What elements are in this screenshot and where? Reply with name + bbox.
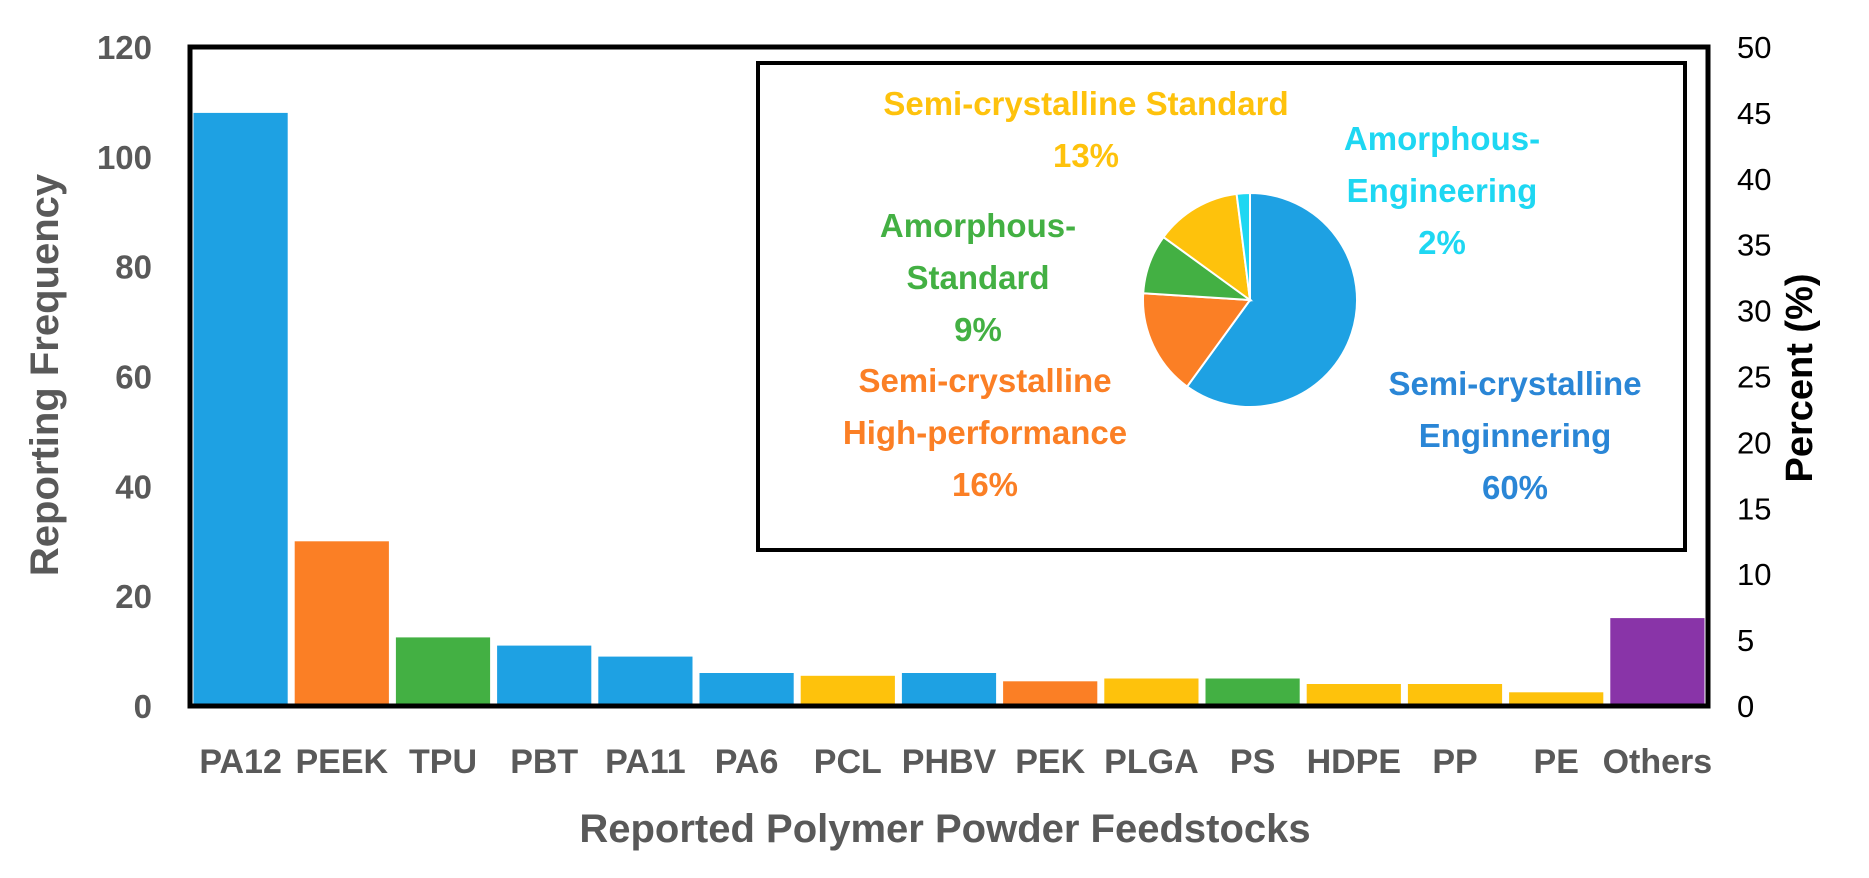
x-tick-label: HDPE bbox=[1307, 743, 1401, 781]
x-tick-label: PE bbox=[1534, 743, 1579, 781]
y-tick-label: 80 bbox=[115, 249, 152, 286]
plot-border bbox=[187, 44, 1711, 709]
bar-pa11 bbox=[598, 656, 693, 706]
y2-axis-ticks: 0 5 10 15 20 25 30 35 40 45 50 bbox=[1737, 30, 1771, 724]
bar-ps bbox=[1205, 678, 1300, 706]
y-tick-label: 100 bbox=[97, 139, 152, 176]
y-tick-label: 0 bbox=[134, 688, 152, 725]
x-tick-label: PA11 bbox=[605, 743, 686, 781]
bar-pa12 bbox=[193, 112, 288, 706]
y2-tick-label: 10 bbox=[1737, 557, 1771, 592]
bar-pcl bbox=[800, 675, 895, 706]
y2-tick-label: 45 bbox=[1737, 96, 1771, 131]
pie-slice bbox=[1235, 191, 1251, 301]
pie-inset: Semi-crystalline Enginnering 60% Semi-cryst… bbox=[756, 61, 1687, 552]
pie-label: Engineering bbox=[1347, 172, 1538, 209]
pie-label: Amorphous- bbox=[880, 207, 1076, 244]
y2-tick-label: 25 bbox=[1737, 360, 1771, 395]
bar-pbt bbox=[497, 645, 592, 706]
bar-phbv bbox=[901, 673, 997, 706]
bar-pp bbox=[1407, 684, 1503, 706]
x-axis-title: Reported Polymer Powder Feedstocks bbox=[579, 807, 1310, 851]
plot-frame bbox=[187, 44, 1711, 709]
y2-tick-label: 20 bbox=[1737, 425, 1771, 460]
y2-axis-title: Percent (%) bbox=[1779, 273, 1821, 482]
y-tick-label: 40 bbox=[115, 468, 152, 505]
x-tick-label: PBT bbox=[510, 743, 578, 781]
x-tick-label: PP bbox=[1432, 743, 1477, 781]
pie-slice bbox=[1142, 292, 1252, 388]
bar-hdpe bbox=[1306, 684, 1401, 706]
pie-label: Semi-crystalline Standard bbox=[883, 85, 1288, 122]
y-axis-title: Reporting Frequency bbox=[23, 173, 67, 576]
pie-label: 13% bbox=[1053, 137, 1119, 174]
pie-label: Semi-crystalline bbox=[858, 362, 1111, 399]
pie-label: Semi-crystalline bbox=[1388, 365, 1641, 402]
x-tick-label: PEK bbox=[1015, 743, 1085, 781]
pie-label: 16% bbox=[952, 466, 1018, 503]
bar-plga bbox=[1104, 678, 1199, 706]
x-tick-label: PCL bbox=[814, 743, 882, 781]
bar-peek bbox=[294, 541, 389, 707]
y2-tick-label: 30 bbox=[1737, 294, 1771, 329]
y-axis-ticks: 0 20 40 60 80 100 120 bbox=[97, 29, 152, 725]
bar-pa6 bbox=[699, 673, 794, 706]
y2-tick-label: 5 bbox=[1737, 623, 1754, 658]
bars-group bbox=[193, 112, 1705, 707]
pie-label: 2% bbox=[1418, 224, 1466, 261]
pie-label: 9% bbox=[954, 311, 1002, 348]
x-tick-label: Others bbox=[1603, 743, 1713, 781]
pie-slice bbox=[1185, 191, 1358, 408]
pie-label: High-performance bbox=[843, 414, 1127, 451]
x-tick-label: PLGA bbox=[1104, 743, 1198, 781]
x-tick-label: PEEK bbox=[296, 743, 389, 781]
y2-tick-label: 15 bbox=[1737, 491, 1771, 526]
y2-tick-label: 50 bbox=[1737, 30, 1771, 65]
x-axis-labels: PA12 PEEK TPU PBT PA11 PA6 PCL PHBV PEK PLGA PS HDP… bbox=[199, 743, 1712, 781]
pie-label: Amorphous- bbox=[1344, 120, 1540, 157]
y-tick-label: 60 bbox=[115, 359, 152, 396]
pie-label: Enginnering bbox=[1419, 417, 1612, 454]
bar-tpu bbox=[395, 637, 491, 706]
pie-label: Standard bbox=[906, 259, 1049, 296]
x-tick-label: PHBV bbox=[902, 743, 997, 781]
y-tick-label: 20 bbox=[115, 578, 152, 615]
y2-tick-label: 0 bbox=[1737, 689, 1754, 724]
x-tick-label: PA12 bbox=[199, 743, 282, 781]
x-tick-label: PS bbox=[1230, 743, 1275, 781]
y-tick-label: 120 bbox=[97, 29, 152, 66]
bar-pek bbox=[1003, 681, 1098, 706]
pie-label: 60% bbox=[1482, 469, 1548, 506]
bar-others bbox=[1610, 618, 1705, 706]
bar-pe bbox=[1509, 692, 1604, 706]
y2-tick-label: 35 bbox=[1737, 228, 1771, 263]
pie-slice bbox=[1162, 192, 1252, 303]
y2-tick-label: 40 bbox=[1737, 162, 1771, 197]
x-tick-label: PA6 bbox=[715, 743, 779, 781]
x-tick-label: TPU bbox=[409, 743, 477, 781]
